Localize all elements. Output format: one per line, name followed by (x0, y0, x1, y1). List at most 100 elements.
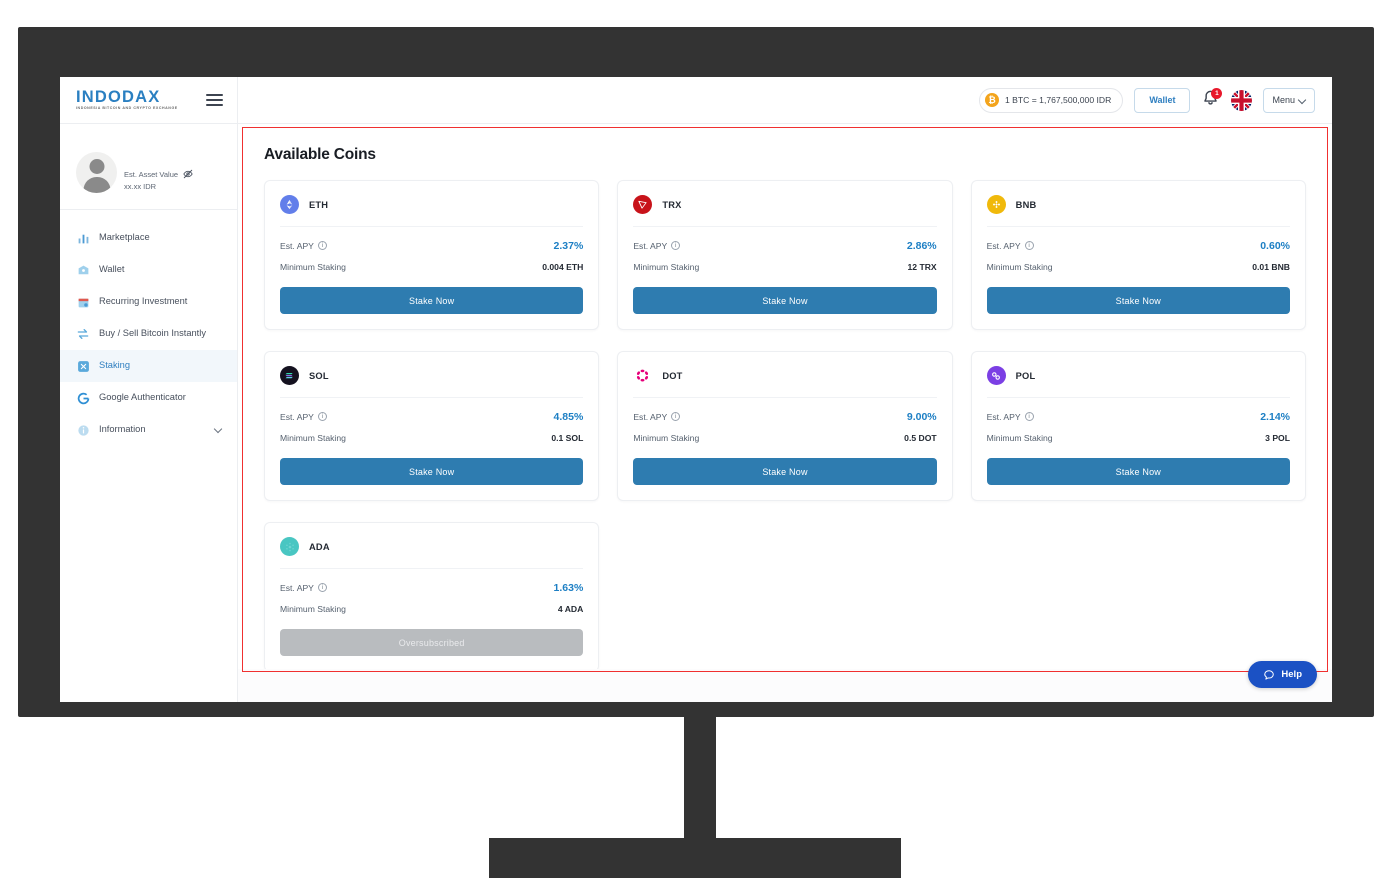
avatar[interactable] (76, 152, 117, 193)
minimum-label: Minimum Staking (986, 261, 1053, 272)
main-content: Available Coins ETH (238, 124, 1332, 702)
eth-icon (280, 195, 299, 214)
wallet-button[interactable]: Wallet (1134, 87, 1191, 113)
minimum-label: Minimum Staking (633, 261, 700, 272)
divider (986, 397, 1290, 398)
info-icon[interactable]: i (1024, 412, 1034, 421)
coin-header: SOL (280, 366, 583, 397)
btc-rate-pill[interactable]: ₿ 1 BTC = 1,767,500,000 IDR (979, 87, 1124, 113)
apy-row: Est. APY i 2.86% (633, 237, 936, 254)
coin-symbol: POL (1015, 370, 1036, 381)
bitcoin-icon: ₿ (985, 93, 1000, 107)
apy-value: 0.60% (1260, 239, 1290, 252)
coin-card-bnb: BNB Est. APY i 0.60% (970, 180, 1306, 330)
divider (280, 226, 584, 227)
info-icon[interactable]: i (671, 241, 681, 250)
divider (280, 397, 584, 398)
asset-value: xx.xx IDR (124, 182, 157, 191)
coin-header: DOT (633, 366, 936, 397)
info-icon[interactable]: i (317, 241, 327, 250)
info-icon[interactable]: i (317, 412, 327, 421)
help-button[interactable]: Help (1248, 661, 1317, 688)
indodax-logo[interactable]: INDODAX INDONESIA BITCOIN AND CRYPTO EXC… (76, 89, 178, 111)
sidebar-item-recurring-investment[interactable]: Recurring Investment (60, 286, 237, 318)
minimum-row: Minimum Staking 0.01 BNB (987, 258, 1290, 275)
coin-header: ADA (280, 537, 583, 568)
apy-label: Est. APY (633, 411, 668, 422)
info-icon[interactable]: i (317, 583, 327, 592)
sidebar: Est. Asset Value xx.xx IDR (60, 124, 238, 702)
stake-now-button[interactable]: Stake Now (633, 287, 937, 314)
staking-icon (76, 359, 90, 373)
divider (280, 568, 584, 569)
footer-strip: Help (238, 661, 1332, 702)
uk-flag-icon[interactable] (1231, 89, 1253, 111)
coin-card-trx: TRX Est. APY i 2.86% (617, 180, 953, 330)
minimum-label: Minimum Staking (986, 432, 1053, 443)
apy-value: 2.86% (906, 239, 937, 252)
dot-icon (633, 366, 653, 385)
divider (633, 226, 937, 227)
info-icon[interactable]: i (671, 412, 681, 421)
coin-symbol: BNB (1015, 199, 1037, 210)
apy-label-wrap: Est. APY i (280, 412, 327, 422)
minimum-value: 12 TRX (907, 261, 937, 272)
apy-row: Est. APY i 1.63% (280, 579, 583, 596)
apy-label-wrap: Est. APY i (987, 412, 1034, 422)
apy-row: Est. APY i 9.00% (633, 408, 936, 425)
coin-card-dot: DOT Est. APY i 9.00% (617, 351, 953, 501)
coin-header: BNB (986, 195, 1290, 226)
notification-badge: 1 (1211, 88, 1223, 99)
menu-button[interactable]: Menu (1263, 87, 1315, 113)
hamburger-icon[interactable] (206, 94, 223, 106)
coin-symbol: DOT (662, 370, 683, 381)
sidebar-item-marketplace[interactable]: Marketplace (60, 222, 237, 254)
stake-now-button[interactable]: Stake Now (280, 458, 584, 485)
avatar-body (83, 177, 110, 193)
sidebar-item-staking[interactable]: Staking (60, 350, 237, 382)
coin-header: TRX (633, 195, 936, 226)
info-icon[interactable]: i (1024, 241, 1034, 250)
apy-label: Est. APY (280, 411, 314, 422)
monitor-neck (684, 717, 716, 842)
wallet-icon (76, 263, 90, 277)
apy-value: 2.37% (553, 239, 584, 252)
apy-row: Est. APY i 2.14% (987, 408, 1290, 425)
stake-now-button[interactable]: Stake Now (633, 458, 937, 485)
stake-now-button[interactable]: Stake Now (280, 287, 584, 314)
chevron-down-icon (1299, 97, 1306, 104)
asset-info: Est. Asset Value xx.xx IDR (124, 169, 193, 193)
stake-now-button[interactable]: Stake Now (986, 458, 1290, 485)
apy-label-wrap: Est. APY i (280, 583, 327, 593)
apy-label: Est. APY (633, 240, 668, 251)
sidebar-item-label: Buy / Sell Bitcoin Instantly (99, 328, 206, 339)
minimum-label: Minimum Staking (280, 432, 346, 443)
asset-value-label: Est. Asset Value (124, 169, 179, 179)
minimum-value: 4 ADA (557, 603, 584, 614)
sidebar-item-google-authenticator[interactable]: Google Authenticator (60, 382, 237, 414)
sidebar-item-buy-sell-bitcoin-instantly[interactable]: Buy / Sell Bitcoin Instantly (60, 318, 237, 350)
logo-tagline: INDONESIA BITCOIN AND CRYPTO EXCHANGE (76, 106, 178, 111)
chevron-down-icon[interactable] (215, 426, 223, 434)
sidebar-item-label: Staking (99, 360, 131, 371)
minimum-row: Minimum Staking 0.5 DOT (633, 429, 936, 446)
monitor-screen: INDODAX INDONESIA BITCOIN AND CRYPTO EXC… (60, 77, 1332, 702)
minimum-value: 3 POL (1265, 432, 1290, 443)
sidebar-item-information[interactable]: Information (60, 414, 237, 446)
minimum-row: Minimum Staking 0.1 SOL (280, 429, 583, 446)
sidebar-item-label: Recurring Investment (99, 296, 188, 307)
pol-icon (986, 366, 1006, 385)
sidebar-item-label: Google Authenticator (99, 392, 186, 403)
apy-row: Est. APY i 4.85% (280, 408, 583, 425)
eye-off-icon[interactable] (183, 169, 193, 179)
minimum-value: 0.5 DOT (904, 432, 937, 443)
minimum-row: Minimum Staking 4 ADA (280, 600, 583, 617)
btc-rate-text: 1 BTC = 1,767,500,000 IDR (1005, 95, 1112, 105)
sidebar-item-wallet[interactable]: Wallet (60, 254, 237, 286)
stake-now-button[interactable]: Stake Now (986, 287, 1290, 314)
apy-label-wrap: Est. APY i (280, 241, 327, 251)
notifications-button[interactable]: 1 (1201, 88, 1223, 111)
apy-label-wrap: Est. APY i (633, 240, 681, 251)
exchange-arrows-icon (76, 327, 90, 341)
avatar-head (89, 159, 104, 174)
